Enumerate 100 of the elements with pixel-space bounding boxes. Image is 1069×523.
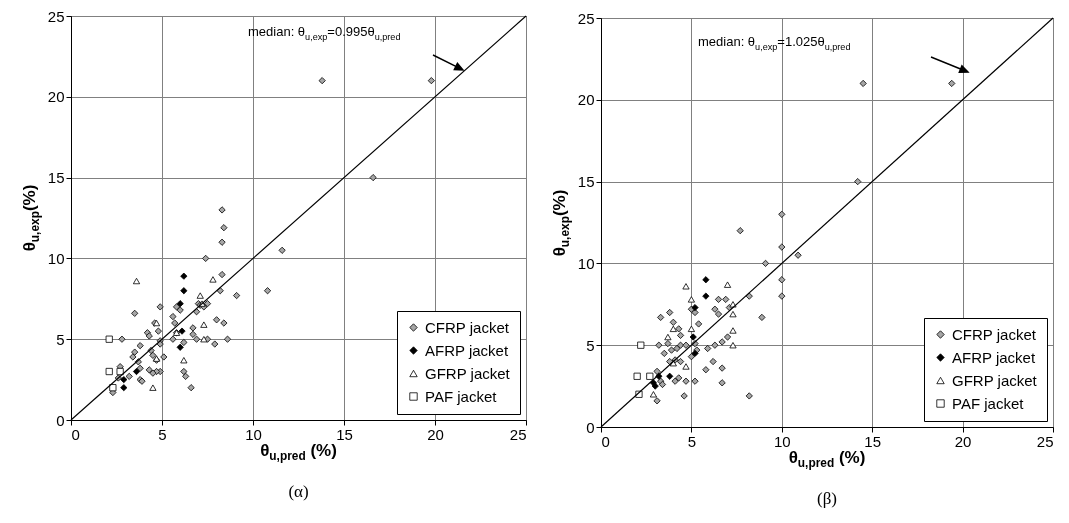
x-tick-label: 5 — [687, 432, 697, 450]
point — [657, 313, 665, 321]
point — [660, 349, 668, 357]
point — [778, 210, 786, 218]
y-tick-label: 10 — [47, 249, 65, 267]
point — [682, 363, 690, 370]
point — [633, 372, 641, 380]
legend-label: PAF jacket — [952, 394, 1025, 412]
annotation: median: θ$_{u,exp}$=1.025θ$_{u,pred}$ — [698, 34, 851, 52]
point — [691, 304, 699, 312]
point — [702, 292, 710, 300]
point — [778, 276, 786, 284]
point — [671, 377, 679, 385]
point — [794, 251, 802, 259]
point — [702, 276, 710, 284]
point — [729, 342, 737, 349]
point — [675, 374, 683, 382]
point — [711, 305, 719, 313]
point — [745, 392, 753, 400]
x-tick-label: 0 — [71, 425, 80, 443]
x-tick-label: 20 — [427, 425, 444, 443]
point — [682, 283, 690, 290]
point — [669, 325, 677, 332]
point — [664, 340, 672, 348]
point — [724, 333, 732, 341]
x-tick-label: 20 — [954, 432, 972, 450]
point — [718, 364, 726, 372]
point — [682, 341, 690, 349]
point — [859, 79, 867, 87]
point — [132, 277, 141, 285]
point — [196, 292, 204, 299]
point — [691, 377, 699, 385]
point — [854, 178, 862, 186]
point — [676, 331, 685, 339]
point — [180, 272, 188, 280]
x-tick-label: 25 — [509, 425, 527, 443]
point — [711, 341, 719, 349]
point — [149, 384, 157, 391]
point — [673, 344, 681, 353]
legend-label: GFRP jacket — [952, 371, 1038, 389]
point — [132, 367, 141, 376]
x-tick-label: 15 — [864, 432, 882, 450]
text: (α) — [288, 482, 309, 501]
point — [680, 392, 688, 400]
point — [702, 366, 710, 374]
point — [778, 292, 786, 300]
x-tick-label: 0 — [601, 432, 610, 450]
x-axis-title: θ$_{u,pred}$ (%) — [260, 441, 337, 464]
legend-label: AFRP jacket — [425, 341, 509, 359]
point — [180, 357, 188, 364]
point — [718, 379, 726, 387]
point — [689, 333, 697, 341]
point — [649, 391, 657, 398]
point — [105, 367, 113, 376]
point — [687, 325, 695, 332]
point — [178, 327, 186, 335]
point — [637, 341, 645, 349]
y-tick-label: 25 — [577, 9, 595, 27]
y-tick-label: 25 — [47, 7, 65, 25]
point — [655, 341, 663, 349]
y-tick-label: 15 — [47, 169, 65, 187]
point — [666, 308, 674, 317]
point — [729, 327, 737, 334]
point — [745, 292, 753, 300]
x-tick-label: 15 — [336, 425, 353, 443]
point — [676, 358, 685, 366]
point — [666, 372, 674, 380]
point — [653, 367, 661, 375]
x-tick-label: 10 — [773, 432, 791, 450]
point — [176, 343, 184, 351]
legend-label: CFRP jacket — [425, 318, 510, 336]
point — [724, 281, 732, 288]
point — [667, 346, 676, 354]
x-tick-label: 5 — [158, 425, 167, 443]
point — [722, 295, 730, 303]
point — [675, 325, 683, 333]
y-tick-label: 5 — [586, 336, 595, 354]
point — [105, 335, 113, 343]
y-tick-label: 5 — [56, 330, 65, 348]
point — [736, 227, 744, 235]
point — [714, 310, 723, 318]
y-tick-label: 15 — [577, 173, 595, 191]
x-axis-title: θ$_{u,pred}$ (%) — [788, 448, 866, 471]
point — [948, 79, 956, 87]
point — [120, 384, 128, 392]
point — [761, 259, 770, 267]
point — [709, 358, 717, 366]
point — [116, 367, 124, 376]
legend-label: PAF jacket — [425, 387, 498, 405]
point — [704, 344, 712, 353]
point — [653, 397, 661, 405]
point — [676, 341, 685, 349]
point — [646, 372, 654, 380]
point — [200, 336, 208, 343]
y-tick-label: 10 — [577, 254, 595, 272]
point — [758, 313, 766, 321]
point — [109, 384, 117, 392]
y-tick-label: 0 — [56, 411, 65, 429]
text: (β) — [817, 489, 837, 508]
point — [180, 287, 188, 295]
